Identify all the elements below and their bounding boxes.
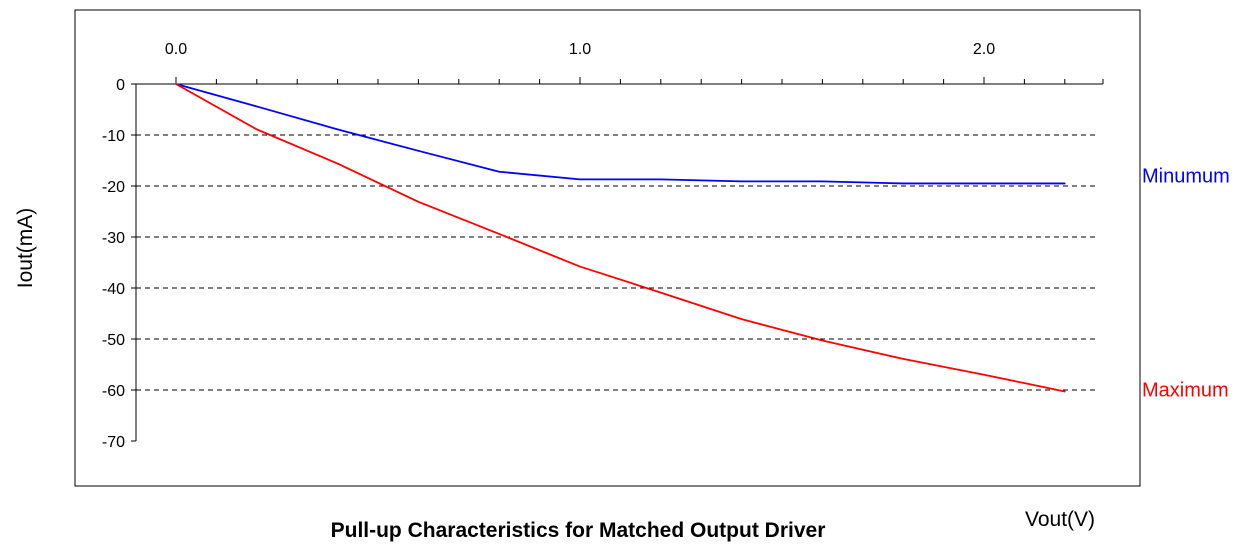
data-point [902,182,904,185]
y-axis-title: Iout(mA) [14,208,37,289]
data-point [821,180,824,183]
y-tick-label: -60 [102,383,125,400]
data-point [1064,390,1066,393]
y-tick-label: -30 [102,230,125,247]
data-point [255,128,258,131]
series-label-maximum: Maximum [1142,380,1229,402]
plot-frame [74,9,1141,487]
data-point [255,105,258,108]
x-tick-label: 2.0 [973,41,995,58]
y-tick-label: -10 [102,128,125,145]
y-tick-label: -20 [102,179,125,196]
x-tick-label: 1.0 [569,41,591,58]
data-point [336,128,339,131]
data-point [983,182,985,185]
y-tick-label: -50 [102,332,125,349]
data-point [417,150,420,152]
data-point [498,170,501,173]
series-label-minumum: Minumum [1142,165,1230,187]
grid-lines [136,134,1097,391]
series-line-minumum [175,83,1065,185]
data-point [336,162,339,165]
y-tick-label: -70 [102,434,125,451]
chart-title: Pull-up Characteristics for Matched Outp… [331,519,826,542]
data-point [740,318,743,320]
data-point [579,265,581,268]
data-point [660,178,662,181]
series-group [175,83,1066,393]
y-tick-label: 0 [116,77,125,94]
x-tick-label: 0.0 [165,41,187,58]
data-point [740,180,743,183]
series-line-maximum [175,83,1065,393]
data-point [660,291,662,294]
data-point [983,373,985,376]
data-point [821,339,824,342]
data-point [498,233,501,235]
data-point [1064,182,1066,185]
data-point [579,178,581,181]
data-point [902,358,904,360]
axes [131,77,1104,442]
data-point [417,201,420,203]
labels-group: 0 -10 -20 -30 -40 -50 -60 -70 0.0 1.0 2.0 Minumum Ma… [102,41,1230,451]
data-point [175,83,177,85]
x-axis-title: Vout(V) [1025,508,1095,531]
y-tick-label: -40 [102,281,125,298]
